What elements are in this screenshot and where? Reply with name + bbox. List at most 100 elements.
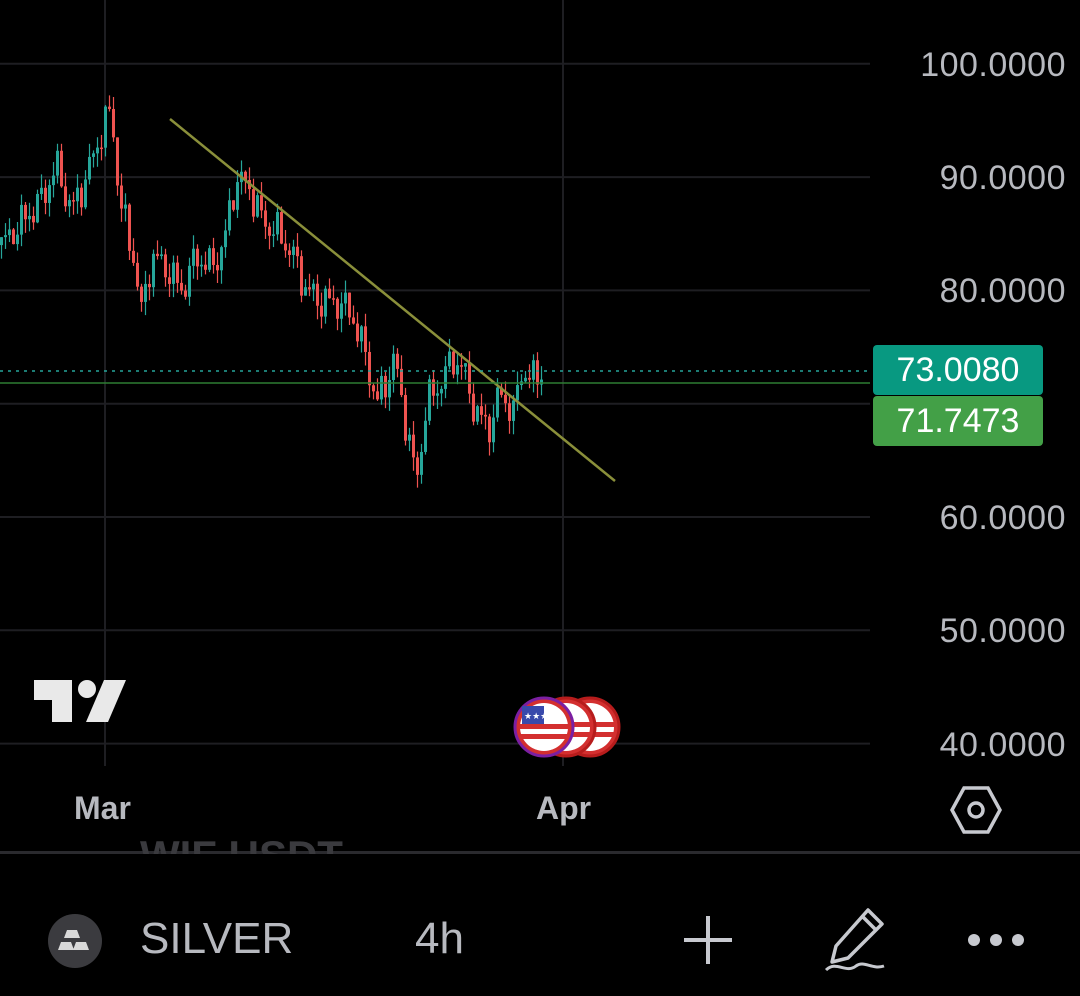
candle-body bbox=[352, 317, 355, 324]
candle-body bbox=[428, 379, 431, 421]
candle-body bbox=[364, 326, 367, 352]
tradingview-logo-icon bbox=[34, 680, 126, 722]
candle-body bbox=[120, 185, 123, 209]
candle-body bbox=[500, 387, 503, 395]
interval-selector[interactable]: 4h bbox=[415, 914, 464, 963]
bottom-toolbar bbox=[0, 854, 1080, 996]
candle-body bbox=[432, 379, 435, 396]
candle-body bbox=[84, 179, 87, 208]
candle-body bbox=[148, 283, 151, 288]
candle-body bbox=[440, 388, 443, 394]
candle-body bbox=[192, 248, 195, 266]
y-tick-40: 40.0000 bbox=[939, 726, 1066, 764]
more-button[interactable] bbox=[956, 902, 1036, 978]
candle-body bbox=[360, 326, 363, 342]
trendline bbox=[169, 118, 616, 482]
candle-body bbox=[524, 377, 527, 382]
y-tick-100: 100.0000 bbox=[920, 46, 1066, 84]
add-button[interactable] bbox=[668, 902, 748, 978]
candle-body bbox=[204, 264, 207, 270]
candle-body bbox=[112, 109, 115, 138]
candle-body bbox=[496, 387, 499, 418]
candle-body bbox=[76, 187, 79, 202]
candle-body bbox=[320, 305, 323, 317]
candle-body bbox=[184, 290, 187, 297]
candle-body bbox=[412, 434, 415, 458]
candle-body bbox=[252, 189, 255, 217]
candle-body bbox=[136, 262, 139, 287]
candle-body bbox=[488, 416, 491, 443]
candle-body bbox=[4, 235, 7, 238]
candle-body bbox=[188, 265, 191, 297]
candle-body bbox=[196, 248, 199, 267]
y-tick-60: 60.0000 bbox=[939, 499, 1066, 537]
candle-body bbox=[28, 215, 31, 220]
price-chart[interactable] bbox=[0, 0, 1080, 850]
candle-body bbox=[164, 254, 167, 278]
candle-body bbox=[280, 212, 283, 244]
candle-body bbox=[480, 406, 483, 415]
candle-body bbox=[208, 248, 211, 270]
candle-body bbox=[64, 186, 67, 207]
candle-body bbox=[216, 264, 219, 271]
candle-body bbox=[528, 377, 531, 380]
candle-body bbox=[536, 360, 539, 385]
candle-body bbox=[244, 171, 247, 180]
candle-body bbox=[328, 288, 331, 299]
candle-body bbox=[268, 226, 271, 236]
candle-body bbox=[232, 200, 235, 210]
x-tick-mar: Mar bbox=[74, 790, 131, 826]
candle-body bbox=[272, 234, 275, 236]
candle-body bbox=[124, 204, 127, 209]
candle-body bbox=[448, 351, 451, 367]
candle-series bbox=[0, 95, 543, 488]
candle-body bbox=[376, 391, 379, 400]
candle-body bbox=[228, 200, 231, 231]
candle-body bbox=[384, 375, 387, 398]
plus-icon bbox=[684, 916, 732, 964]
chart-settings-icon[interactable] bbox=[950, 784, 1002, 836]
candle-body bbox=[380, 375, 383, 400]
candle-body bbox=[156, 253, 159, 257]
y-tick-90: 90.0000 bbox=[939, 159, 1066, 197]
candle-body bbox=[264, 210, 267, 227]
candle-body bbox=[16, 234, 19, 245]
candle-body bbox=[104, 106, 107, 148]
candle-body bbox=[288, 250, 291, 255]
candle-body bbox=[404, 395, 407, 441]
candle-body bbox=[176, 262, 179, 283]
candle-body bbox=[484, 414, 487, 417]
candle-body bbox=[160, 254, 163, 257]
candle-body bbox=[348, 292, 351, 318]
silver-bars-icon[interactable] bbox=[48, 914, 102, 968]
symbol-name[interactable]: SILVER bbox=[140, 914, 294, 963]
us-flag-icon: ★★★ bbox=[513, 696, 575, 758]
x-tick-apr: Apr bbox=[536, 790, 592, 826]
candle-body bbox=[60, 150, 63, 187]
candle-body bbox=[532, 360, 535, 380]
candle-body bbox=[256, 195, 259, 217]
candle-body bbox=[144, 283, 147, 302]
candle-body bbox=[464, 363, 467, 367]
candle-body bbox=[368, 351, 371, 386]
candle-body bbox=[12, 229, 15, 245]
secondary-price-tag: 71.7473 bbox=[873, 396, 1043, 446]
candle-body bbox=[296, 246, 299, 257]
candle-body bbox=[128, 204, 131, 251]
candle-body bbox=[472, 393, 475, 422]
candle-body bbox=[396, 353, 399, 369]
candle-body bbox=[68, 200, 71, 207]
drawing-tools-button[interactable] bbox=[816, 902, 896, 978]
candle-body bbox=[304, 287, 307, 296]
candle-body bbox=[512, 400, 515, 421]
last-price-tag: 73.0080 bbox=[873, 345, 1043, 395]
candle-body bbox=[312, 283, 315, 290]
economic-events-flags[interactable]: ★★★ bbox=[508, 692, 626, 762]
candle-body bbox=[116, 137, 119, 186]
candle-body bbox=[436, 393, 439, 396]
candle-body bbox=[52, 175, 55, 186]
candle-body bbox=[504, 394, 507, 404]
candle-body bbox=[36, 193, 39, 223]
candle-body bbox=[444, 366, 447, 389]
candle-body bbox=[140, 286, 143, 302]
